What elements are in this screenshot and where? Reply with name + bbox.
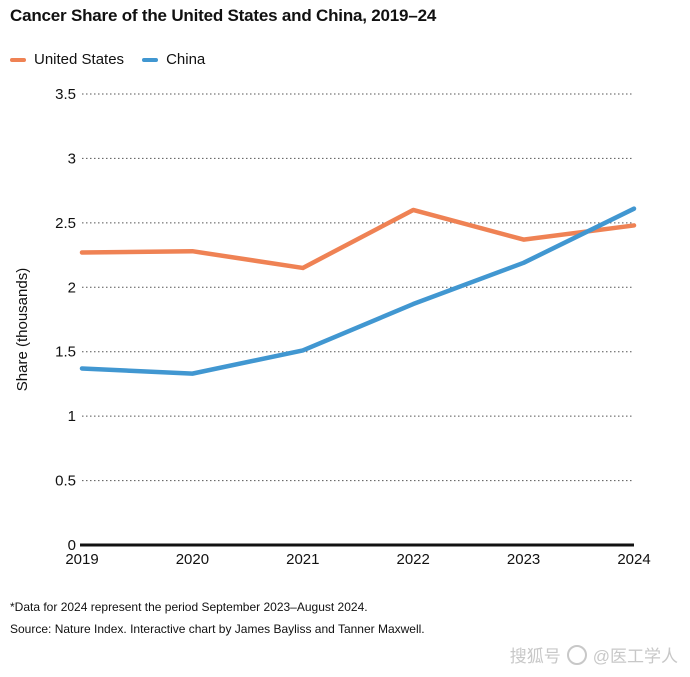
data-point-united-states xyxy=(80,250,84,254)
x-tick-label: 2020 xyxy=(176,551,209,568)
data-point-china xyxy=(301,348,305,352)
chart-title: Cancer Share of the United States and Ch… xyxy=(10,6,437,25)
data-point-china xyxy=(190,371,194,375)
footnote: *Data for 2024 represent the period Sept… xyxy=(10,600,368,614)
legend-item-united-states: United States xyxy=(10,51,124,68)
x-tick-label: 2019 xyxy=(65,551,98,568)
data-point-united-states xyxy=(190,249,194,253)
data-point-china xyxy=(632,206,636,210)
watermark: 搜狐号 @医工学人 xyxy=(510,642,678,667)
legend-swatch-china xyxy=(142,57,159,62)
legend-label-united-states: United States xyxy=(34,51,125,68)
legend-label-china: China xyxy=(166,51,206,68)
line-chart: 0 0.5 1 1.5 2 2.5 3 3.5 2019 2020 2021 2022 2023 2024… xyxy=(14,86,651,568)
data-point-united-states xyxy=(521,237,525,241)
data-point-united-states xyxy=(301,266,305,270)
y-tick-label: 0 xyxy=(68,537,76,554)
x-tick-label: 2021 xyxy=(286,551,319,568)
data-point-china xyxy=(521,261,525,265)
x-tick-label: 2023 xyxy=(507,551,540,568)
legend-item-china: China xyxy=(142,51,205,68)
data-point-united-states xyxy=(632,223,636,227)
watermark-prefix: 搜狐号 xyxy=(509,647,561,666)
watermark-logo-icon xyxy=(566,644,587,665)
legend-swatch-united-states xyxy=(10,57,26,62)
y-tick-label: 2.5 xyxy=(55,215,76,232)
series-line-china xyxy=(79,206,637,376)
y-axis-label: Share (thousands) xyxy=(14,268,31,391)
data-point-china xyxy=(80,366,84,370)
y-tick-label: 1.5 xyxy=(55,344,76,361)
y-tick-label: 3.5 xyxy=(55,86,76,103)
y-tick-label: 3 xyxy=(68,150,76,167)
y-tick-label: 0.5 xyxy=(55,473,76,490)
data-point-united-states xyxy=(411,208,415,212)
y-tick-label: 2 xyxy=(68,279,76,296)
data-point-china xyxy=(411,302,415,306)
series-line-united-states xyxy=(79,207,637,271)
y-tick-label: 1 xyxy=(68,408,76,425)
x-tick-label: 2024 xyxy=(617,551,650,568)
source-note: Source: Nature Index. Interactive chart … xyxy=(10,622,425,636)
x-tick-label: 2022 xyxy=(397,551,430,568)
watermark-text: @医工学人 xyxy=(592,647,678,666)
chart-legend: United States China xyxy=(10,51,205,68)
